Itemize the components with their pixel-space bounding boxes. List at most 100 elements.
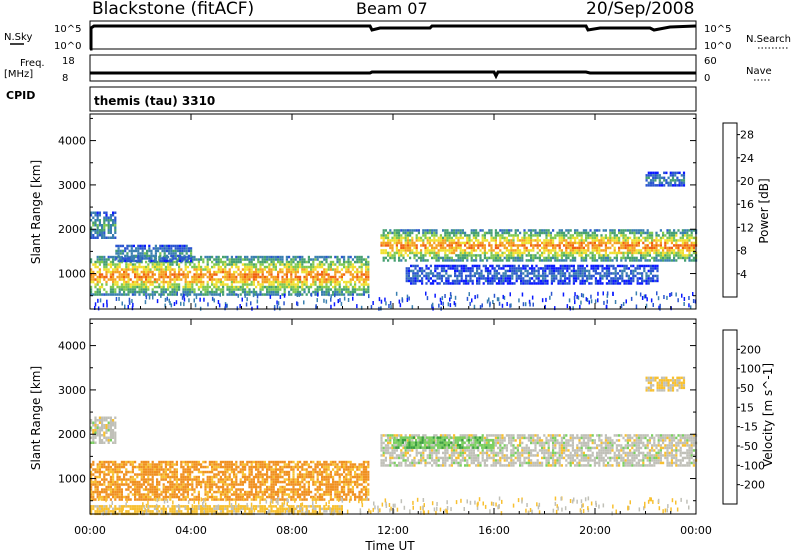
heatmap-cell (222, 488, 225, 491)
noise-point (545, 297, 547, 302)
heatmap-cell (473, 274, 476, 278)
heatmap-cell (656, 269, 659, 273)
heatmap-cell (164, 498, 167, 501)
heatmap-cell (648, 241, 651, 245)
heatmap-cell (536, 234, 539, 237)
heatmap-cell (158, 470, 161, 474)
heatmap-cell (575, 274, 578, 278)
heatmap-cell (593, 231, 596, 235)
heatmap-cell (644, 236, 647, 240)
heatmap-cell (340, 290, 343, 294)
heatmap-cell (290, 263, 293, 266)
heatmap-cell (450, 244, 453, 247)
heatmap-cell (301, 283, 304, 286)
heatmap-cell (129, 288, 132, 291)
heatmap-cell (92, 441, 95, 444)
heatmap-cell (404, 246, 407, 250)
heatmap-cell (432, 274, 435, 278)
heatmap-cell (347, 280, 350, 284)
heatmap-cell (669, 174, 672, 177)
heatmap-cell (171, 293, 174, 296)
heatmap-cell (439, 256, 442, 260)
heatmap-cell (422, 256, 425, 260)
heatmap-cell (112, 468, 115, 471)
heatmap-cell (583, 269, 586, 273)
heatmap-cell (362, 293, 365, 296)
heatmap-cell (447, 282, 450, 285)
heatmap-cell (105, 439, 108, 442)
heatmap-cell (481, 244, 484, 247)
heatmap-cell (129, 268, 132, 271)
heatmap-cell (105, 236, 108, 239)
heatmap-cell (475, 259, 478, 262)
heatmap-cell (94, 219, 97, 222)
heatmap-cell (514, 234, 517, 237)
heatmap-cell (664, 239, 667, 242)
heatmap-cell (414, 274, 417, 278)
heatmap-cell (415, 229, 418, 232)
heatmap-cell (438, 264, 441, 268)
heatmap-cell (626, 229, 629, 232)
heatmap-cell (609, 234, 612, 237)
heatmap-cell (261, 280, 264, 284)
heatmap-cell (532, 229, 535, 232)
heatmap-cell (131, 283, 134, 286)
heatmap-cell (327, 268, 330, 271)
heatmap-cell (190, 249, 193, 253)
heatmap-cell (633, 231, 636, 235)
heatmap-cell (347, 290, 350, 294)
heatmap-cell (219, 283, 222, 286)
heatmap-cell (521, 244, 524, 247)
heatmap-cell (343, 293, 346, 296)
heatmap-cell (393, 241, 396, 245)
heatmap-cell (351, 265, 354, 269)
heatmap-cell (447, 274, 450, 278)
heatmap-cell (316, 275, 319, 279)
heatmap-cell (266, 258, 269, 261)
heatmap-cell (522, 277, 525, 280)
heatmap-cell (98, 270, 101, 274)
heatmap-cell (173, 473, 176, 476)
heatmap-cell (281, 270, 284, 274)
heatmap-cell (134, 490, 137, 494)
heatmap-cell (477, 244, 480, 247)
heatmap-cell (668, 246, 671, 250)
heatmap-cell (222, 270, 225, 274)
heatmap-cell (543, 259, 546, 262)
heatmap-cell (98, 231, 101, 234)
heatmap-cell (162, 273, 165, 276)
heatmap-cell (169, 498, 172, 501)
heatmap-cell (406, 229, 409, 232)
heatmap-cell (274, 258, 277, 261)
heatmap-cell (312, 283, 315, 286)
heatmap-cell (116, 470, 119, 474)
heatmap-cell (169, 273, 172, 276)
heatmap-cell (241, 278, 244, 281)
heatmap-cell (645, 184, 648, 187)
heatmap-cell (555, 269, 558, 273)
heatmap-cell (656, 176, 659, 180)
heatmap-cell (299, 275, 302, 279)
heatmap-cell (200, 273, 203, 276)
heatmap-cell (504, 269, 507, 273)
heatmap-cell (469, 277, 472, 280)
heatmap-cell (456, 269, 459, 273)
heatmap-cell (200, 283, 203, 286)
heatmap-cell (157, 247, 160, 250)
heatmap-cell (468, 254, 471, 257)
heatmap-cell (261, 288, 264, 291)
heatmap-cell (545, 246, 548, 250)
heatmap-cell (279, 270, 282, 274)
heatmap-cell (149, 478, 152, 481)
heatmap-cell (252, 283, 255, 286)
heatmap-cell (145, 495, 148, 499)
heatmap-cell (358, 275, 361, 279)
heatmap-cell (422, 244, 425, 247)
heatmap-cell (126, 244, 129, 248)
heatmap-cell (395, 249, 398, 252)
heatmap-cell (246, 265, 249, 269)
heatmap-cell (571, 244, 574, 247)
heatmap-cell (169, 278, 172, 281)
heatmap-cell (131, 288, 134, 291)
heatmap-cell (656, 174, 659, 177)
